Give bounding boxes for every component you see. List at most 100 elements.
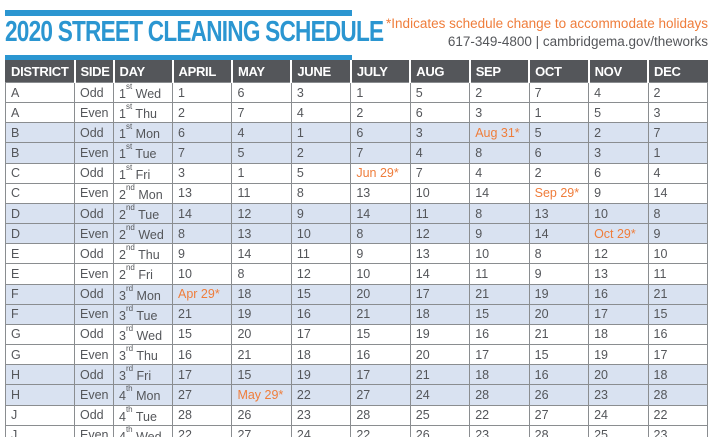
schedule-date-cell: 16 <box>588 283 649 305</box>
day-cell: 4th Tue <box>113 404 173 426</box>
schedule-date-cell: 14 <box>171 202 233 225</box>
schedule-date-cell: 3 <box>647 102 708 124</box>
schedule-date-cell: 1 <box>231 162 292 184</box>
day-cell: 3rd Mon <box>113 283 173 305</box>
schedule-date-cell: 21 <box>350 303 411 325</box>
table-row: G Even 3rd Thu 16 21 18 16 20 17 15 19 17 <box>5 344 708 366</box>
side-cell: Odd <box>74 81 114 104</box>
schedule-date-cell: 12 <box>588 243 649 265</box>
schedule-date-cell: 10 <box>469 243 530 265</box>
schedule-date-cell: 10 <box>409 182 471 204</box>
side-cell: Even <box>74 384 114 406</box>
schedule-date-cell: 20 <box>409 344 471 366</box>
schedule-date-cell: 17 <box>588 303 649 325</box>
schedule-date-cell: Jun 29* <box>350 162 411 184</box>
schedule-date-cell: 2 <box>528 162 590 184</box>
schedule-date-cell: 3 <box>588 142 649 164</box>
schedule-date-cell: 27 <box>231 424 292 437</box>
schedule-date-cell: 9 <box>290 202 352 225</box>
day-cell: 3rd Wed <box>113 323 173 346</box>
schedule-date-cell: 18 <box>647 364 708 386</box>
side-cell: Odd <box>74 323 114 346</box>
schedule-date-cell: 22 <box>290 384 352 406</box>
day-ordinal-suffix: nd <box>125 263 135 273</box>
schedule-date-cell: 26 <box>409 424 471 437</box>
schedule-date-cell: 25 <box>588 424 649 437</box>
district-cell: J <box>5 404 75 426</box>
schedule-date-cell: 17 <box>350 364 411 386</box>
day-ordinal: 3 <box>119 329 126 344</box>
day-ordinal: 1 <box>119 127 126 142</box>
day-name: Fri <box>133 369 152 384</box>
schedule-date-cell: 5 <box>231 142 292 164</box>
day-name: Wed <box>132 429 162 437</box>
table-row: E Even 2nd Fri 10 8 12 10 14 11 9 13 11 <box>5 263 708 285</box>
schedule-date-cell: 20 <box>231 323 292 346</box>
schedule-date-cell: 21 <box>647 283 708 305</box>
schedule-date-cell: 28 <box>171 404 233 426</box>
day-name: Thu <box>134 248 160 263</box>
day-cell: 2nd Thu <box>113 243 173 265</box>
schedule-date-cell: 5 <box>588 102 649 124</box>
side-cell: Odd <box>74 364 114 386</box>
day-name: Wed <box>132 87 162 102</box>
schedule-date-cell: 9 <box>171 243 233 265</box>
day-ordinal-suffix: rd <box>125 324 134 333</box>
schedule-date-cell: 25 <box>409 404 471 426</box>
side-cell: Odd <box>74 243 114 265</box>
district-cell: F <box>5 283 75 305</box>
schedule-date-cell: 8 <box>231 263 292 285</box>
side-cell: Even <box>74 142 114 164</box>
masthead: 2020 STREET CLEANING SCHEDULE *Indicates… <box>5 10 708 60</box>
schedule-date-cell: 20 <box>528 303 590 325</box>
day-name: Thu <box>133 349 158 364</box>
schedule-date-cell: 9 <box>647 223 708 245</box>
schedule-date-cell: 11 <box>647 263 708 285</box>
day-cell: 1st Fri <box>113 162 173 184</box>
day-cell: 2nd Tue <box>113 202 173 225</box>
district-cell: E <box>5 263 75 285</box>
side-cell: Odd <box>74 202 114 225</box>
schedule-date-cell: 14 <box>647 182 708 204</box>
schedule-date-cell: 17 <box>409 283 471 305</box>
side-cell: Even <box>74 223 114 245</box>
schedule-date-cell: 8 <box>469 202 530 225</box>
schedule-date-cell: 10 <box>171 263 233 285</box>
schedule-date-cell: 9 <box>588 182 649 204</box>
schedule-date-cell: 15 <box>469 303 530 325</box>
district-cell: C <box>5 162 75 184</box>
schedule-date-cell: 6 <box>350 122 411 144</box>
day-ordinal: 4 <box>119 409 126 424</box>
schedule-date-cell: 18 <box>409 303 471 325</box>
district-cell: C <box>5 182 75 204</box>
day-name: Mon <box>133 288 161 303</box>
schedule-date-cell: 15 <box>231 364 292 386</box>
schedule-date-cell: 24 <box>290 424 352 437</box>
district-cell: D <box>5 202 75 225</box>
schedule-table-header: DISTRICT SIDE DAY APRIL MAY JUNE JULY AUG SEP OCT… <box>5 60 708 83</box>
day-ordinal-suffix: st <box>125 142 133 152</box>
day-name: Tue <box>132 147 157 162</box>
schedule-date-cell: 24 <box>588 404 649 426</box>
schedule-date-cell: 11 <box>409 202 471 225</box>
table-row: C Even 2nd Mon 13 11 8 13 10 14 Sep 29* 9 14 <box>5 182 708 204</box>
day-cell: 2nd Wed <box>113 223 173 245</box>
contact-info: 617-349-4800 | cambridgema.gov/theworks <box>447 34 708 49</box>
district-cell: H <box>5 364 75 386</box>
column-header-july: JULY <box>350 60 412 83</box>
day-name: Mon <box>134 187 163 202</box>
schedule-date-cell: 18 <box>588 323 649 346</box>
schedule-date-cell: 19 <box>290 364 352 386</box>
schedule-date-cell: 10 <box>350 263 411 285</box>
side-cell: Even <box>74 424 114 437</box>
schedule-date-cell: 18 <box>290 344 352 366</box>
column-header-day: DAY <box>113 60 174 83</box>
schedule-date-cell: 27 <box>350 384 411 406</box>
schedule-table: DISTRICT SIDE DAY APRIL MAY JUNE JULY AUG SEP OCT… <box>5 60 708 437</box>
schedule-date-cell: 16 <box>171 344 233 366</box>
schedule-date-cell: 1 <box>171 81 233 104</box>
side-cell: Odd <box>74 122 114 144</box>
schedule-date-cell: 4 <box>409 142 471 164</box>
schedule-date-cell: 3 <box>290 81 352 104</box>
